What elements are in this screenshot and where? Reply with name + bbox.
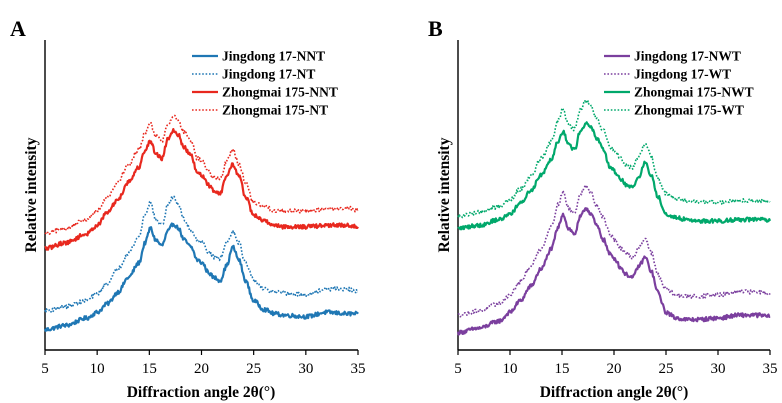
panel-a-x-tick-label: 15 bbox=[142, 361, 157, 377]
panel-b-x-tick-label: 15 bbox=[555, 361, 570, 377]
panel-b-x-tick-label: 20 bbox=[607, 361, 622, 377]
panel-a-y-axis-title: Relative intensity bbox=[23, 137, 40, 252]
series-jingdong-17-wt bbox=[457, 184, 771, 318]
legend-label-zhongmai-175-nwt: Zhongmai 175-NWT bbox=[634, 85, 754, 100]
series-jingdong-17-nwt bbox=[456, 207, 771, 336]
legend-label-jingdong-17-nnt: Jingdong 17-NNT bbox=[222, 49, 325, 64]
legend-label-zhongmai-175-nnt: Zhongmai 175-NNT bbox=[222, 85, 338, 100]
panel-a-x-tick-label: 5 bbox=[41, 361, 49, 377]
panel-b: B 5 10 15 20 25 30 35 Diffraction angle 2θ(°) … bbox=[428, 16, 778, 401]
panel-a-traces bbox=[43, 114, 359, 332]
panel-a-x-axis-title: Diffraction angle 2θ(°) bbox=[127, 384, 276, 401]
series-zhongmai-175-wt bbox=[457, 99, 771, 219]
panel-b-x-tick-label: 5 bbox=[454, 361, 462, 377]
panel-a-letter: A bbox=[10, 16, 26, 41]
panel-b-x-tick-label: 25 bbox=[659, 361, 674, 377]
series-jingdong-17-nt bbox=[44, 195, 359, 314]
panel-a-x-tick-label: 30 bbox=[298, 361, 313, 377]
panel-a-x-tick-label: 20 bbox=[194, 361, 209, 377]
legend-label-zhongmai-175-nt: Zhongmai 175-NT bbox=[222, 103, 328, 118]
panel-a-x-tick-label: 25 bbox=[246, 361, 261, 377]
legend-label-zhongmai-175-wt: Zhongmai 175-WT bbox=[634, 103, 744, 118]
panel-b-traces bbox=[456, 99, 772, 336]
panel-a-legend: Jingdong 17-NNT Jingdong 17-NT Zhongmai 17… bbox=[192, 49, 338, 118]
legend-label-jingdong-17-wt: Jingdong 17-WT bbox=[634, 67, 731, 82]
panel-a-x-ticks: 5 10 15 20 25 30 35 bbox=[41, 350, 366, 377]
panel-a-x-tick-label: 10 bbox=[90, 361, 105, 377]
panel-b-y-axis-title: Relative intensity bbox=[436, 137, 453, 252]
panel-b-x-tick-label: 35 bbox=[763, 361, 778, 377]
panel-b-x-axis-title: Diffraction angle 2θ(°) bbox=[540, 384, 689, 401]
panel-b-x-tick-label: 10 bbox=[503, 361, 518, 377]
panel-a: A 5 10 15 20 25 30 35 Diffraction angle 2θ(°) … bbox=[10, 16, 366, 401]
series-jingdong-17-nnt bbox=[43, 222, 359, 332]
panel-b-legend: Jingdong 17-NWT Jingdong 17-WT Zhongmai 17… bbox=[604, 49, 754, 118]
series-zhongmai-175-nwt bbox=[457, 121, 772, 231]
panel-b-x-tick-label: 30 bbox=[711, 361, 726, 377]
panel-b-x-ticks: 5 10 15 20 25 30 35 bbox=[454, 350, 778, 377]
panel-b-letter: B bbox=[428, 16, 443, 41]
legend-label-jingdong-17-nt: Jingdong 17-NT bbox=[222, 67, 315, 82]
legend-label-jingdong-17-nwt: Jingdong 17-NWT bbox=[634, 49, 741, 64]
series-zhongmai-175-nnt bbox=[44, 128, 359, 251]
panel-a-x-tick-label: 35 bbox=[351, 361, 366, 377]
series-zhongmai-175-nt bbox=[44, 114, 359, 235]
